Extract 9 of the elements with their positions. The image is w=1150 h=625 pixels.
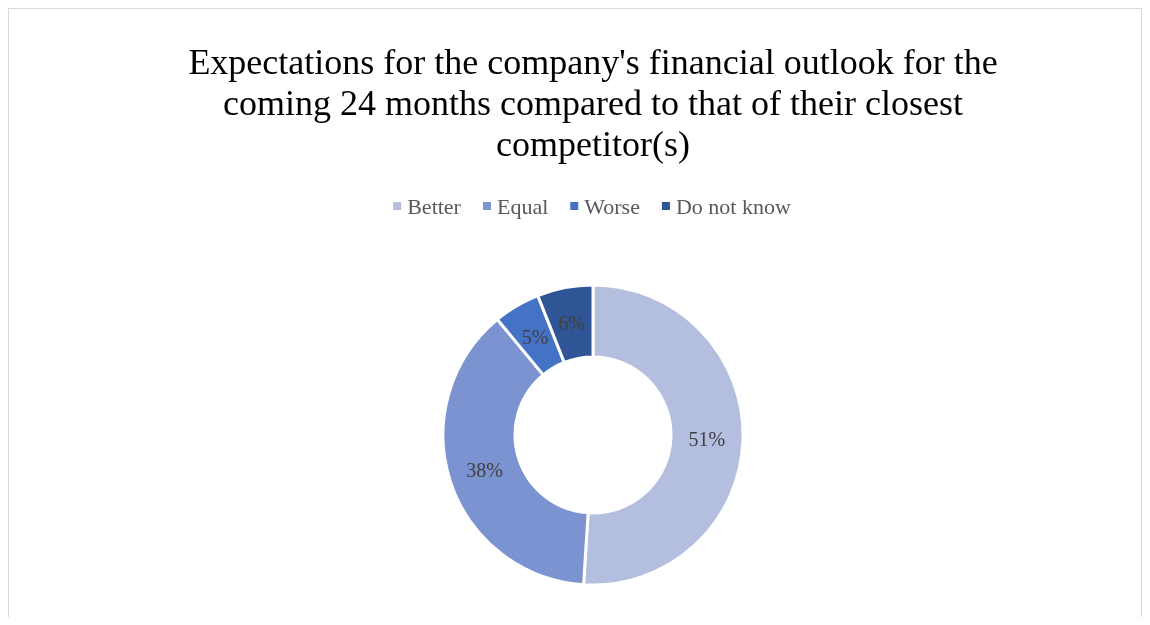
legend-label: Worse	[584, 193, 640, 219]
data-label: 38%	[466, 459, 503, 482]
chart-title: Expectations for the company's financial outlook for the coming 24 months compared to that of their closest competitor(s)	[188, 42, 998, 164]
legend-label: Do not know	[675, 193, 791, 219]
data-label: 5%	[521, 325, 549, 348]
legend-label: Equal	[496, 193, 549, 219]
data-label: 51%	[688, 427, 726, 450]
legend-label: Better	[407, 193, 462, 219]
data-label: 6%	[558, 312, 585, 335]
